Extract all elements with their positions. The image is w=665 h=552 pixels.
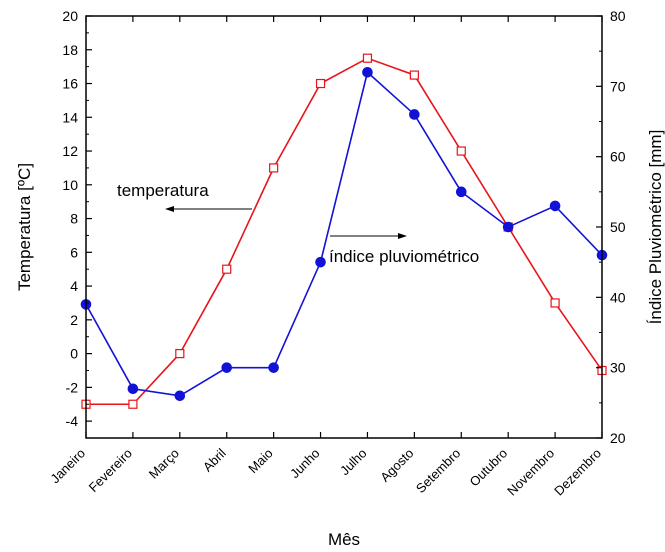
x-tick-label: Fevereiro (86, 446, 135, 495)
series-point-1 (175, 349, 185, 359)
annotation-pluviometrico-arrowhead (398, 233, 407, 239)
y-left-tick-label: -2 (66, 379, 79, 395)
x-tick-label: Setembro (413, 446, 463, 496)
x-axis-title: Mês (328, 530, 360, 549)
y-right-tick-label: 60 (610, 149, 626, 165)
y-left-tick-label: 6 (70, 244, 78, 260)
annotation-temperatura: temperatura (117, 181, 252, 212)
y-axis-left-title: Temperatura [ºC] (15, 163, 34, 291)
x-tick-label: Maio (245, 446, 276, 477)
series-point-1 (269, 163, 279, 173)
y-left-tick-label: 14 (62, 109, 78, 125)
series-point-2 (127, 383, 139, 395)
y-left-tick-label: 2 (70, 312, 78, 328)
y-left-tick-label: 10 (62, 177, 78, 193)
series-line-2 (85, 70, 603, 397)
y-left-tick-label: -4 (66, 413, 79, 429)
series-point-1 (315, 78, 326, 89)
series-point-1 (456, 146, 466, 156)
chart-marks (80, 53, 608, 409)
y-left-tick-label: 0 (70, 346, 78, 362)
series-point-2 (455, 186, 467, 198)
y-right-tick-label: 40 (610, 289, 626, 305)
x-tick-label: Dezembro (551, 446, 604, 499)
y-right-tick-label: 20 (610, 430, 626, 446)
y-left-tick-label: 16 (62, 76, 78, 92)
y-right-tick-label: 70 (610, 78, 626, 94)
y-left-tick-label: 4 (70, 278, 78, 294)
series-point-1 (222, 264, 232, 274)
series-point-2 (268, 362, 279, 373)
series-line-1 (86, 57, 603, 406)
annotation-temperatura-arrowhead (165, 206, 174, 212)
series-point-1 (128, 399, 138, 409)
series-point-2 (174, 390, 186, 402)
x-tick-label: Janeiro (47, 446, 88, 487)
series-point-1 (409, 70, 419, 80)
y-right-tick-label: 80 (610, 8, 626, 24)
series-point-2 (362, 66, 373, 78)
series-point-1 (550, 298, 560, 308)
series-point-2 (315, 256, 326, 268)
x-tick-label: Julho (337, 446, 370, 479)
x-tick-label: Agosto (377, 446, 416, 485)
series-point-2 (409, 109, 420, 120)
left-axis: -4 -2 0 2 4 6 8 10 12 14 16 18 20 (62, 8, 92, 429)
y-left-tick-label: 20 (62, 8, 78, 24)
y-right-tick-label: 50 (610, 219, 626, 235)
series-point-2 (502, 221, 514, 233)
y-axis-right-title: Índice Pluviométrico [mm] (646, 130, 665, 325)
x-tick-label: Junho (287, 446, 323, 482)
right-axis: 20 30 40 50 60 70 80 (596, 8, 626, 446)
x-tick-label: Abril (200, 445, 229, 474)
y-left-tick-label: 18 (62, 42, 78, 58)
annotation-pluviometrico-label: índice pluviométrico (329, 247, 479, 266)
annotation-pluviometrico: índice pluviométrico (329, 233, 479, 266)
series-point-2 (221, 362, 233, 373)
y-right-tick-label: 30 (610, 360, 626, 376)
annotation-temperatura-label: temperatura (117, 181, 209, 200)
y-left-tick-label: 12 (62, 143, 78, 159)
series-point-2 (549, 200, 561, 212)
series-point-1 (362, 53, 373, 63)
x-tick-label: Outubro (466, 446, 510, 490)
y-left-tick-label: 8 (70, 211, 78, 227)
x-tick-label: Março (146, 446, 182, 482)
plot-frame (85, 15, 603, 439)
x-tick-label: Novembro (504, 446, 557, 499)
